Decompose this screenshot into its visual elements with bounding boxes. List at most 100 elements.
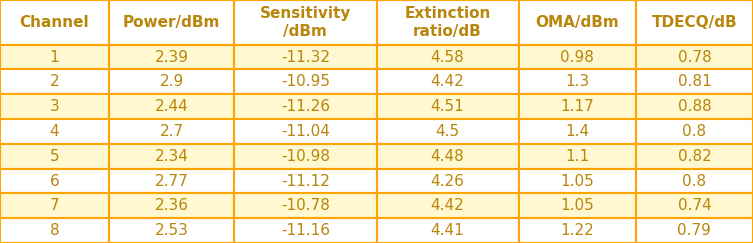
Text: 2.9: 2.9 bbox=[160, 74, 184, 89]
Text: -10.95: -10.95 bbox=[281, 74, 330, 89]
Bar bbox=[376, 144, 519, 169]
Bar bbox=[0, 193, 108, 218]
Text: -11.16: -11.16 bbox=[281, 223, 330, 238]
Text: 7: 7 bbox=[50, 198, 59, 213]
Text: 0.78: 0.78 bbox=[678, 50, 712, 65]
Text: Extinction
ratio/dB: Extinction ratio/dB bbox=[404, 6, 491, 39]
Bar bbox=[234, 144, 376, 169]
Text: 1.22: 1.22 bbox=[560, 223, 594, 238]
Bar bbox=[376, 169, 519, 193]
Bar bbox=[234, 94, 376, 119]
Text: -11.04: -11.04 bbox=[281, 124, 330, 139]
Bar bbox=[234, 218, 376, 243]
Text: 4.48: 4.48 bbox=[431, 149, 465, 164]
Bar bbox=[376, 94, 519, 119]
Text: 8: 8 bbox=[50, 223, 59, 238]
Text: -10.78: -10.78 bbox=[281, 198, 330, 213]
Bar bbox=[519, 193, 636, 218]
Text: 2.7: 2.7 bbox=[160, 124, 184, 139]
Bar bbox=[376, 193, 519, 218]
Bar bbox=[636, 218, 753, 243]
Text: -11.32: -11.32 bbox=[281, 50, 330, 65]
Text: 2: 2 bbox=[50, 74, 59, 89]
Bar bbox=[519, 0, 636, 45]
Text: 0.82: 0.82 bbox=[678, 149, 712, 164]
Bar bbox=[0, 144, 108, 169]
Bar bbox=[234, 45, 376, 69]
Bar bbox=[0, 119, 108, 144]
Bar bbox=[376, 0, 519, 45]
Text: 1.17: 1.17 bbox=[560, 99, 594, 114]
Text: TDECQ/dB: TDECQ/dB bbox=[651, 15, 737, 30]
Bar bbox=[376, 45, 519, 69]
Bar bbox=[376, 69, 519, 94]
Bar bbox=[108, 45, 234, 69]
Bar bbox=[519, 69, 636, 94]
Text: 0.74: 0.74 bbox=[678, 198, 712, 213]
Bar bbox=[234, 69, 376, 94]
Bar bbox=[108, 169, 234, 193]
Bar bbox=[108, 144, 234, 169]
Text: 4.41: 4.41 bbox=[431, 223, 465, 238]
Bar bbox=[636, 119, 753, 144]
Bar bbox=[234, 169, 376, 193]
Bar bbox=[519, 119, 636, 144]
Text: 4.42: 4.42 bbox=[431, 74, 465, 89]
Text: 0.8: 0.8 bbox=[682, 174, 706, 189]
Text: Channel: Channel bbox=[20, 15, 89, 30]
Text: 1.4: 1.4 bbox=[566, 124, 590, 139]
Bar bbox=[376, 119, 519, 144]
Text: 4.42: 4.42 bbox=[431, 198, 465, 213]
Bar bbox=[519, 144, 636, 169]
Text: 0.81: 0.81 bbox=[678, 74, 712, 89]
Bar bbox=[636, 144, 753, 169]
Text: 2.36: 2.36 bbox=[154, 198, 188, 213]
Text: 0.79: 0.79 bbox=[678, 223, 712, 238]
Bar bbox=[108, 94, 234, 119]
Bar bbox=[0, 69, 108, 94]
Text: 0.98: 0.98 bbox=[560, 50, 594, 65]
Text: 2.53: 2.53 bbox=[154, 223, 188, 238]
Text: 4: 4 bbox=[50, 124, 59, 139]
Bar bbox=[636, 0, 753, 45]
Bar bbox=[108, 69, 234, 94]
Text: -11.26: -11.26 bbox=[281, 99, 330, 114]
Text: 1.1: 1.1 bbox=[566, 149, 590, 164]
Text: -11.12: -11.12 bbox=[281, 174, 330, 189]
Text: 1.3: 1.3 bbox=[566, 74, 590, 89]
Bar bbox=[0, 0, 108, 45]
Text: 5: 5 bbox=[50, 149, 59, 164]
Text: 4.51: 4.51 bbox=[431, 99, 465, 114]
Bar bbox=[108, 218, 234, 243]
Bar bbox=[519, 169, 636, 193]
Text: Sensitivity
/dBm: Sensitivity /dBm bbox=[260, 6, 351, 39]
Bar bbox=[234, 119, 376, 144]
Text: 3: 3 bbox=[50, 99, 59, 114]
Text: 2.34: 2.34 bbox=[154, 149, 188, 164]
Bar bbox=[636, 69, 753, 94]
Bar bbox=[108, 0, 234, 45]
Bar bbox=[0, 169, 108, 193]
Bar bbox=[636, 45, 753, 69]
Text: 1: 1 bbox=[50, 50, 59, 65]
Text: OMA/dBm: OMA/dBm bbox=[535, 15, 619, 30]
Bar bbox=[519, 45, 636, 69]
Bar bbox=[0, 218, 108, 243]
Text: 4.26: 4.26 bbox=[431, 174, 465, 189]
Text: 0.88: 0.88 bbox=[678, 99, 712, 114]
Text: 1.05: 1.05 bbox=[560, 174, 594, 189]
Bar bbox=[636, 169, 753, 193]
Bar bbox=[0, 94, 108, 119]
Text: 6: 6 bbox=[50, 174, 59, 189]
Text: 4.5: 4.5 bbox=[435, 124, 459, 139]
Bar bbox=[234, 0, 376, 45]
Bar bbox=[108, 193, 234, 218]
Bar bbox=[376, 218, 519, 243]
Text: 2.77: 2.77 bbox=[154, 174, 188, 189]
Text: 2.44: 2.44 bbox=[154, 99, 188, 114]
Bar bbox=[108, 119, 234, 144]
Text: 2.39: 2.39 bbox=[154, 50, 188, 65]
Bar bbox=[0, 45, 108, 69]
Bar bbox=[636, 193, 753, 218]
Bar bbox=[519, 218, 636, 243]
